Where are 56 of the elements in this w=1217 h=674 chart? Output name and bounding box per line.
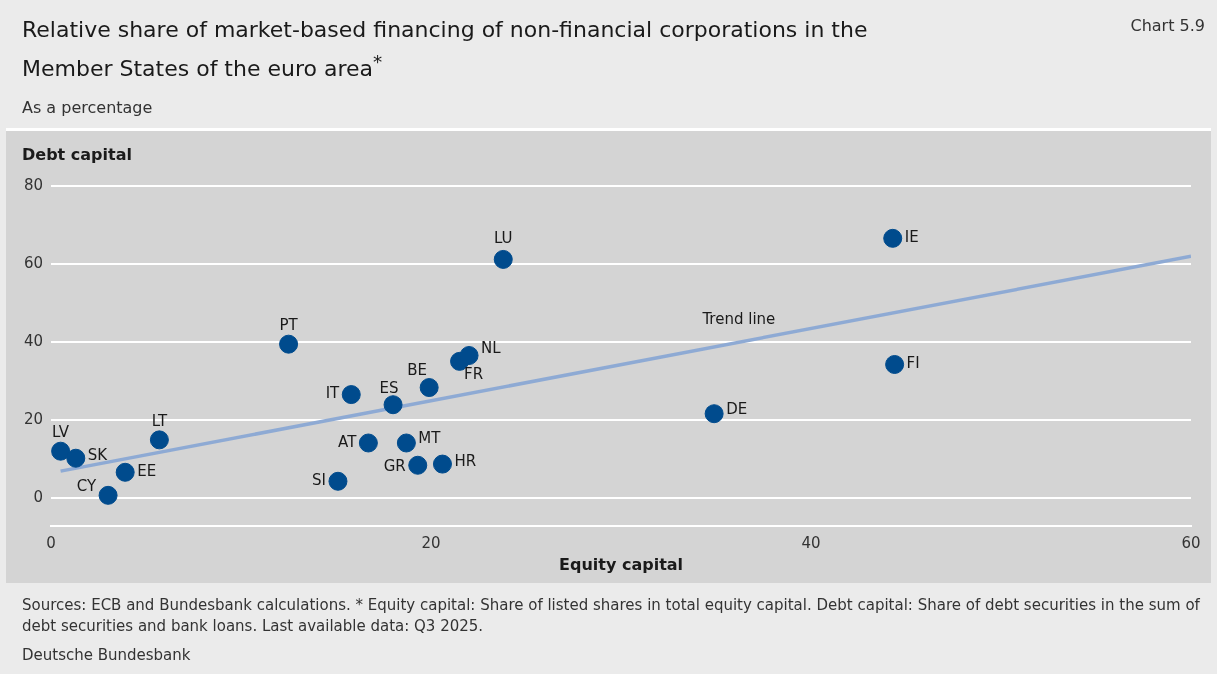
data-label: LV <box>52 423 70 442</box>
point <box>66 448 86 468</box>
y-tick-label: 20 <box>23 410 44 429</box>
data-label: CY <box>76 477 97 496</box>
data-label: FR <box>464 365 484 384</box>
x-tick-label: 20 <box>421 533 441 552</box>
x-tick-label: 60 <box>1181 533 1201 552</box>
data-label: IT <box>325 384 341 403</box>
point <box>459 346 479 366</box>
point <box>883 228 903 248</box>
data-label: MT <box>418 428 442 447</box>
source-note: Sources: ECB and Bundesbank calculations. * Equity capital: Share of listed shares in total equity capital. Debt capital: Share of debt securities in the sum of debt securities and bank loans. Last available data: Q3 2025. <box>22 595 1201 637</box>
point <box>279 334 299 354</box>
point <box>493 249 513 269</box>
y-tick-label: 80 <box>23 175 44 194</box>
x-axis-title: Equity capital <box>559 554 684 574</box>
data-label: SI <box>312 471 326 490</box>
data-label: AT <box>338 432 358 451</box>
point <box>885 354 905 374</box>
data-label: ES <box>379 378 399 397</box>
data-label: BE <box>407 361 428 380</box>
point <box>115 462 135 482</box>
point <box>408 455 428 475</box>
y-tick-label: 60 <box>23 254 44 273</box>
data-label: HR <box>454 451 477 470</box>
point <box>704 404 724 424</box>
data-label: FI <box>906 354 920 373</box>
text: Deutsche Bundesbank <box>22 646 191 664</box>
point <box>419 378 439 398</box>
point <box>149 430 169 450</box>
point <box>432 454 452 474</box>
point <box>328 471 348 491</box>
y-tick-label: 40 <box>23 332 44 351</box>
x-tick-label: 40 <box>801 533 821 552</box>
point <box>383 395 403 415</box>
point <box>98 485 118 505</box>
data-label: NL <box>481 339 502 358</box>
chart-number: Chart 5.9 <box>1130 16 1205 35</box>
point <box>396 433 416 453</box>
point <box>358 433 378 453</box>
data-label: EE <box>137 462 157 481</box>
y-tick-label: 0 <box>33 488 44 507</box>
series-label: Trend line <box>701 310 776 329</box>
data-label: IE <box>904 228 919 247</box>
data-label: LU <box>493 229 513 248</box>
x-tick-label: 0 <box>46 533 56 552</box>
chart-title: Relative share of market-based financing of non-financial corporations in the Member States of the euro area$^{*}$ <box>22 16 869 84</box>
data-label: GR <box>383 457 406 476</box>
data-label: DE <box>726 399 748 418</box>
chart-subtitle: As a percentage <box>22 98 153 117</box>
y-axis-title: Debt capital <box>22 145 132 164</box>
point <box>51 441 71 461</box>
data-label: PT <box>279 316 299 335</box>
data-label: SK <box>87 446 109 465</box>
point <box>341 385 361 405</box>
data-label: LT <box>151 411 168 430</box>
